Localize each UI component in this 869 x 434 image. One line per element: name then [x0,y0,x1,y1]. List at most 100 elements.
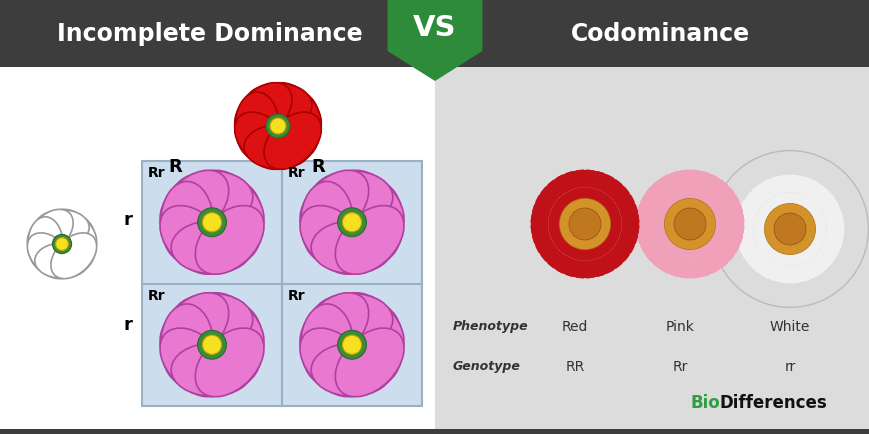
Ellipse shape [653,216,667,250]
Ellipse shape [738,200,753,260]
Ellipse shape [574,252,629,278]
Circle shape [673,208,705,240]
Ellipse shape [788,248,839,284]
Ellipse shape [160,171,229,240]
FancyBboxPatch shape [434,68,869,434]
Ellipse shape [668,189,704,200]
Ellipse shape [745,176,800,202]
Circle shape [56,238,69,251]
Ellipse shape [27,233,73,279]
Circle shape [269,119,286,135]
Ellipse shape [554,174,614,188]
Ellipse shape [210,182,263,263]
Ellipse shape [735,180,770,230]
Ellipse shape [794,194,823,218]
Ellipse shape [759,247,791,266]
Ellipse shape [778,257,833,283]
Circle shape [266,115,289,139]
Ellipse shape [160,293,229,362]
Ellipse shape [548,191,573,220]
Ellipse shape [235,113,292,170]
Ellipse shape [735,229,770,279]
Circle shape [337,331,366,359]
Ellipse shape [717,214,743,269]
Ellipse shape [674,249,710,260]
Ellipse shape [814,209,825,244]
Ellipse shape [811,204,826,238]
Ellipse shape [823,191,841,250]
Ellipse shape [635,180,662,236]
Ellipse shape [645,252,700,278]
Ellipse shape [558,188,593,203]
Ellipse shape [594,172,637,215]
Ellipse shape [607,198,620,233]
Ellipse shape [532,234,575,277]
Ellipse shape [817,185,843,240]
Ellipse shape [612,214,638,269]
Ellipse shape [688,170,739,206]
FancyBboxPatch shape [0,429,869,434]
Ellipse shape [751,177,810,196]
Ellipse shape [806,199,826,231]
Ellipse shape [768,177,827,196]
Ellipse shape [736,239,779,282]
Ellipse shape [678,171,733,197]
Ellipse shape [534,194,547,254]
Circle shape [197,331,226,359]
Ellipse shape [687,188,720,207]
Ellipse shape [760,178,819,193]
Ellipse shape [547,258,605,277]
Ellipse shape [548,216,562,250]
Ellipse shape [726,194,740,254]
FancyBboxPatch shape [0,68,434,434]
Ellipse shape [582,188,614,207]
Ellipse shape [635,175,670,225]
Ellipse shape [653,210,665,245]
Ellipse shape [659,242,691,261]
Text: Incomplete Dominance: Incomplete Dominance [57,22,362,46]
Text: r: r [123,210,132,228]
Ellipse shape [618,204,637,263]
Ellipse shape [806,228,826,260]
Ellipse shape [751,263,810,282]
Ellipse shape [534,243,585,279]
Ellipse shape [668,258,727,277]
Ellipse shape [161,182,213,263]
Ellipse shape [532,204,550,263]
Ellipse shape [708,175,744,225]
Ellipse shape [569,249,605,260]
FancyBboxPatch shape [142,161,421,406]
Text: White: White [769,319,809,333]
Ellipse shape [601,194,620,226]
Ellipse shape [551,236,580,260]
Ellipse shape [300,293,368,362]
Text: r: r [123,315,132,333]
Ellipse shape [778,176,833,202]
Ellipse shape [621,194,635,254]
Ellipse shape [800,196,825,224]
Ellipse shape [668,249,704,260]
Ellipse shape [674,189,710,200]
Ellipse shape [694,189,723,213]
Ellipse shape [660,261,720,276]
Ellipse shape [636,172,680,215]
Ellipse shape [826,200,840,260]
Ellipse shape [540,171,595,197]
Circle shape [342,335,362,355]
Ellipse shape [753,214,765,250]
Ellipse shape [350,182,403,263]
Ellipse shape [350,304,403,386]
Text: R: R [311,158,324,176]
Ellipse shape [763,251,798,266]
Ellipse shape [763,193,798,207]
Ellipse shape [582,242,614,261]
Ellipse shape [311,221,392,274]
Ellipse shape [663,247,698,261]
Text: Rr: Rr [672,359,687,373]
Ellipse shape [753,209,765,244]
Ellipse shape [655,189,684,213]
Ellipse shape [596,230,620,258]
Ellipse shape [736,177,779,220]
Ellipse shape [210,304,263,386]
Ellipse shape [35,210,90,245]
